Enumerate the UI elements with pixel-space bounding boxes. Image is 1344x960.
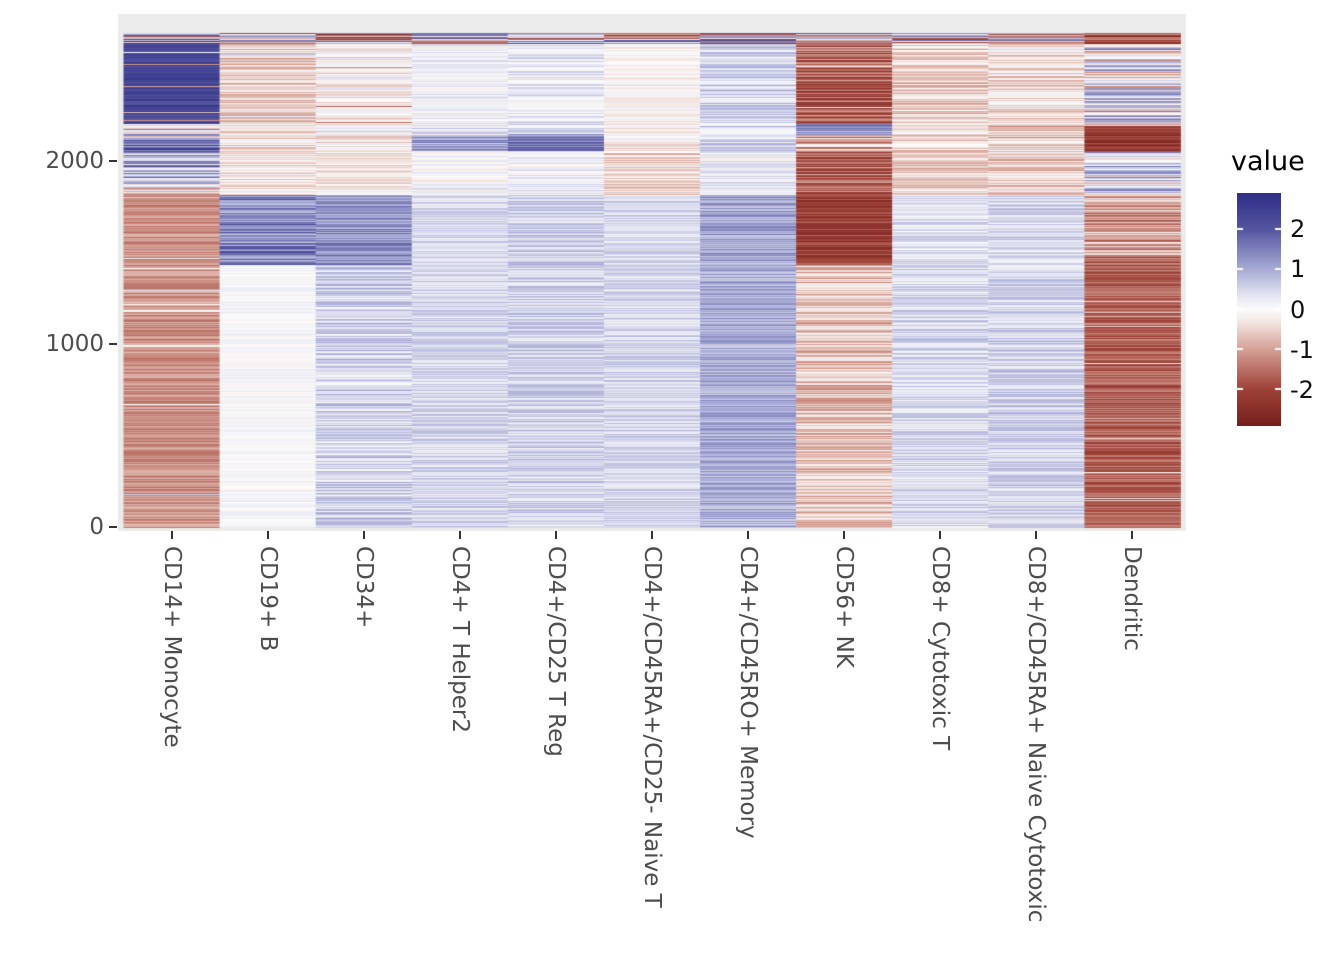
plot-panel bbox=[118, 14, 1186, 531]
y-tick-mark bbox=[109, 160, 117, 162]
x-tick-mark bbox=[170, 531, 173, 539]
x-axis-label: CD19+ B bbox=[254, 546, 281, 652]
legend-tick-label: -2 bbox=[1290, 375, 1314, 404]
legend-tick-label: 1 bbox=[1290, 255, 1306, 284]
x-axis-label: CD4+ T Helper2 bbox=[446, 546, 473, 734]
x-axis-label: CD4+/CD45RO+ Memory bbox=[735, 546, 762, 839]
x-tick-mark bbox=[843, 531, 846, 539]
x-tick-mark bbox=[1035, 531, 1038, 539]
y-axis-tick-label: 2000 bbox=[45, 148, 104, 174]
legend-tick-label: 2 bbox=[1290, 215, 1306, 244]
y-axis-tick-label: 1000 bbox=[45, 331, 104, 357]
x-axis-label: CD8+ Cytotoxic T bbox=[927, 546, 954, 751]
y-axis-tick-label: 0 bbox=[89, 514, 104, 540]
x-axis-label: CD8+/CD45RA+ Naive Cytotoxic bbox=[1023, 546, 1050, 923]
x-tick-mark bbox=[651, 531, 653, 539]
legend-tick-label: -1 bbox=[1290, 335, 1314, 364]
x-tick-mark bbox=[458, 531, 461, 539]
x-tick-mark bbox=[747, 531, 750, 539]
x-axis-label: CD4+/CD25 T Reg bbox=[542, 546, 569, 757]
x-tick-mark bbox=[266, 531, 269, 539]
legend-colorbar bbox=[1237, 193, 1281, 426]
x-axis-label: CD4+/CD45RA+/CD25- Naive T bbox=[639, 546, 665, 908]
legend-title: value bbox=[1231, 146, 1305, 177]
x-tick-mark bbox=[362, 531, 365, 539]
x-axis-label: CD56+ NK bbox=[831, 546, 858, 668]
legend-tick-label: 0 bbox=[1290, 295, 1306, 324]
x-axis-label: Dendritic bbox=[1119, 546, 1146, 651]
x-axis-label: CD34+ bbox=[350, 546, 377, 629]
y-tick-mark bbox=[109, 343, 117, 345]
y-tick-mark bbox=[109, 526, 117, 528]
x-tick-mark bbox=[1131, 531, 1134, 539]
x-axis-label: CD14+ Monocyte bbox=[158, 546, 185, 748]
x-tick-mark bbox=[939, 531, 942, 539]
heatmap-canvas bbox=[118, 14, 1186, 531]
x-tick-mark bbox=[554, 531, 557, 539]
